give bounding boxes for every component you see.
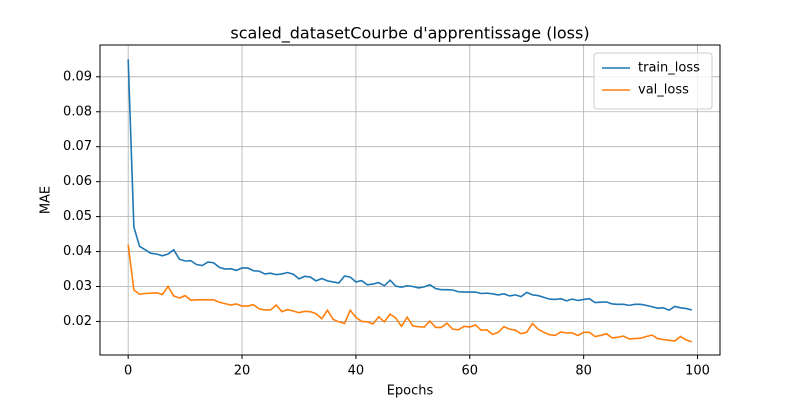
y-tick-label: 0.02 (63, 314, 92, 329)
y-tick-label: 0.07 (63, 139, 92, 154)
x-tick-label: 80 (575, 364, 592, 379)
x-tick-label: 0 (124, 364, 132, 379)
legend-box (593, 52, 713, 110)
y-tick-label: 0.05 (63, 209, 92, 224)
y-tick-label: 0.03 (63, 279, 92, 294)
legend: train_loss val_loss (593, 52, 713, 110)
chart-title: scaled_datasetCourbe d'apprentissage (lo… (230, 24, 589, 44)
data-line (127, 59, 693, 312)
y-axis-label: MAE (39, 186, 54, 214)
x-tick-label: 40 (348, 364, 365, 379)
x-axis-label: Epochs (387, 384, 434, 399)
data-line (127, 244, 693, 343)
y-tick-label: 0.06 (63, 174, 92, 189)
y-tick-label: 0.04 (63, 244, 92, 259)
x-tick-label: 100 (685, 364, 710, 379)
legend-label: train_loss (638, 61, 700, 76)
y-tick-label: 0.09 (63, 69, 92, 84)
x-tick-label: 20 (234, 364, 251, 379)
plot-frame (99, 44, 721, 356)
x-tick-label: 60 (462, 364, 479, 379)
legend-label: val_loss (638, 83, 689, 98)
y-tick-label: 0.08 (63, 104, 92, 119)
